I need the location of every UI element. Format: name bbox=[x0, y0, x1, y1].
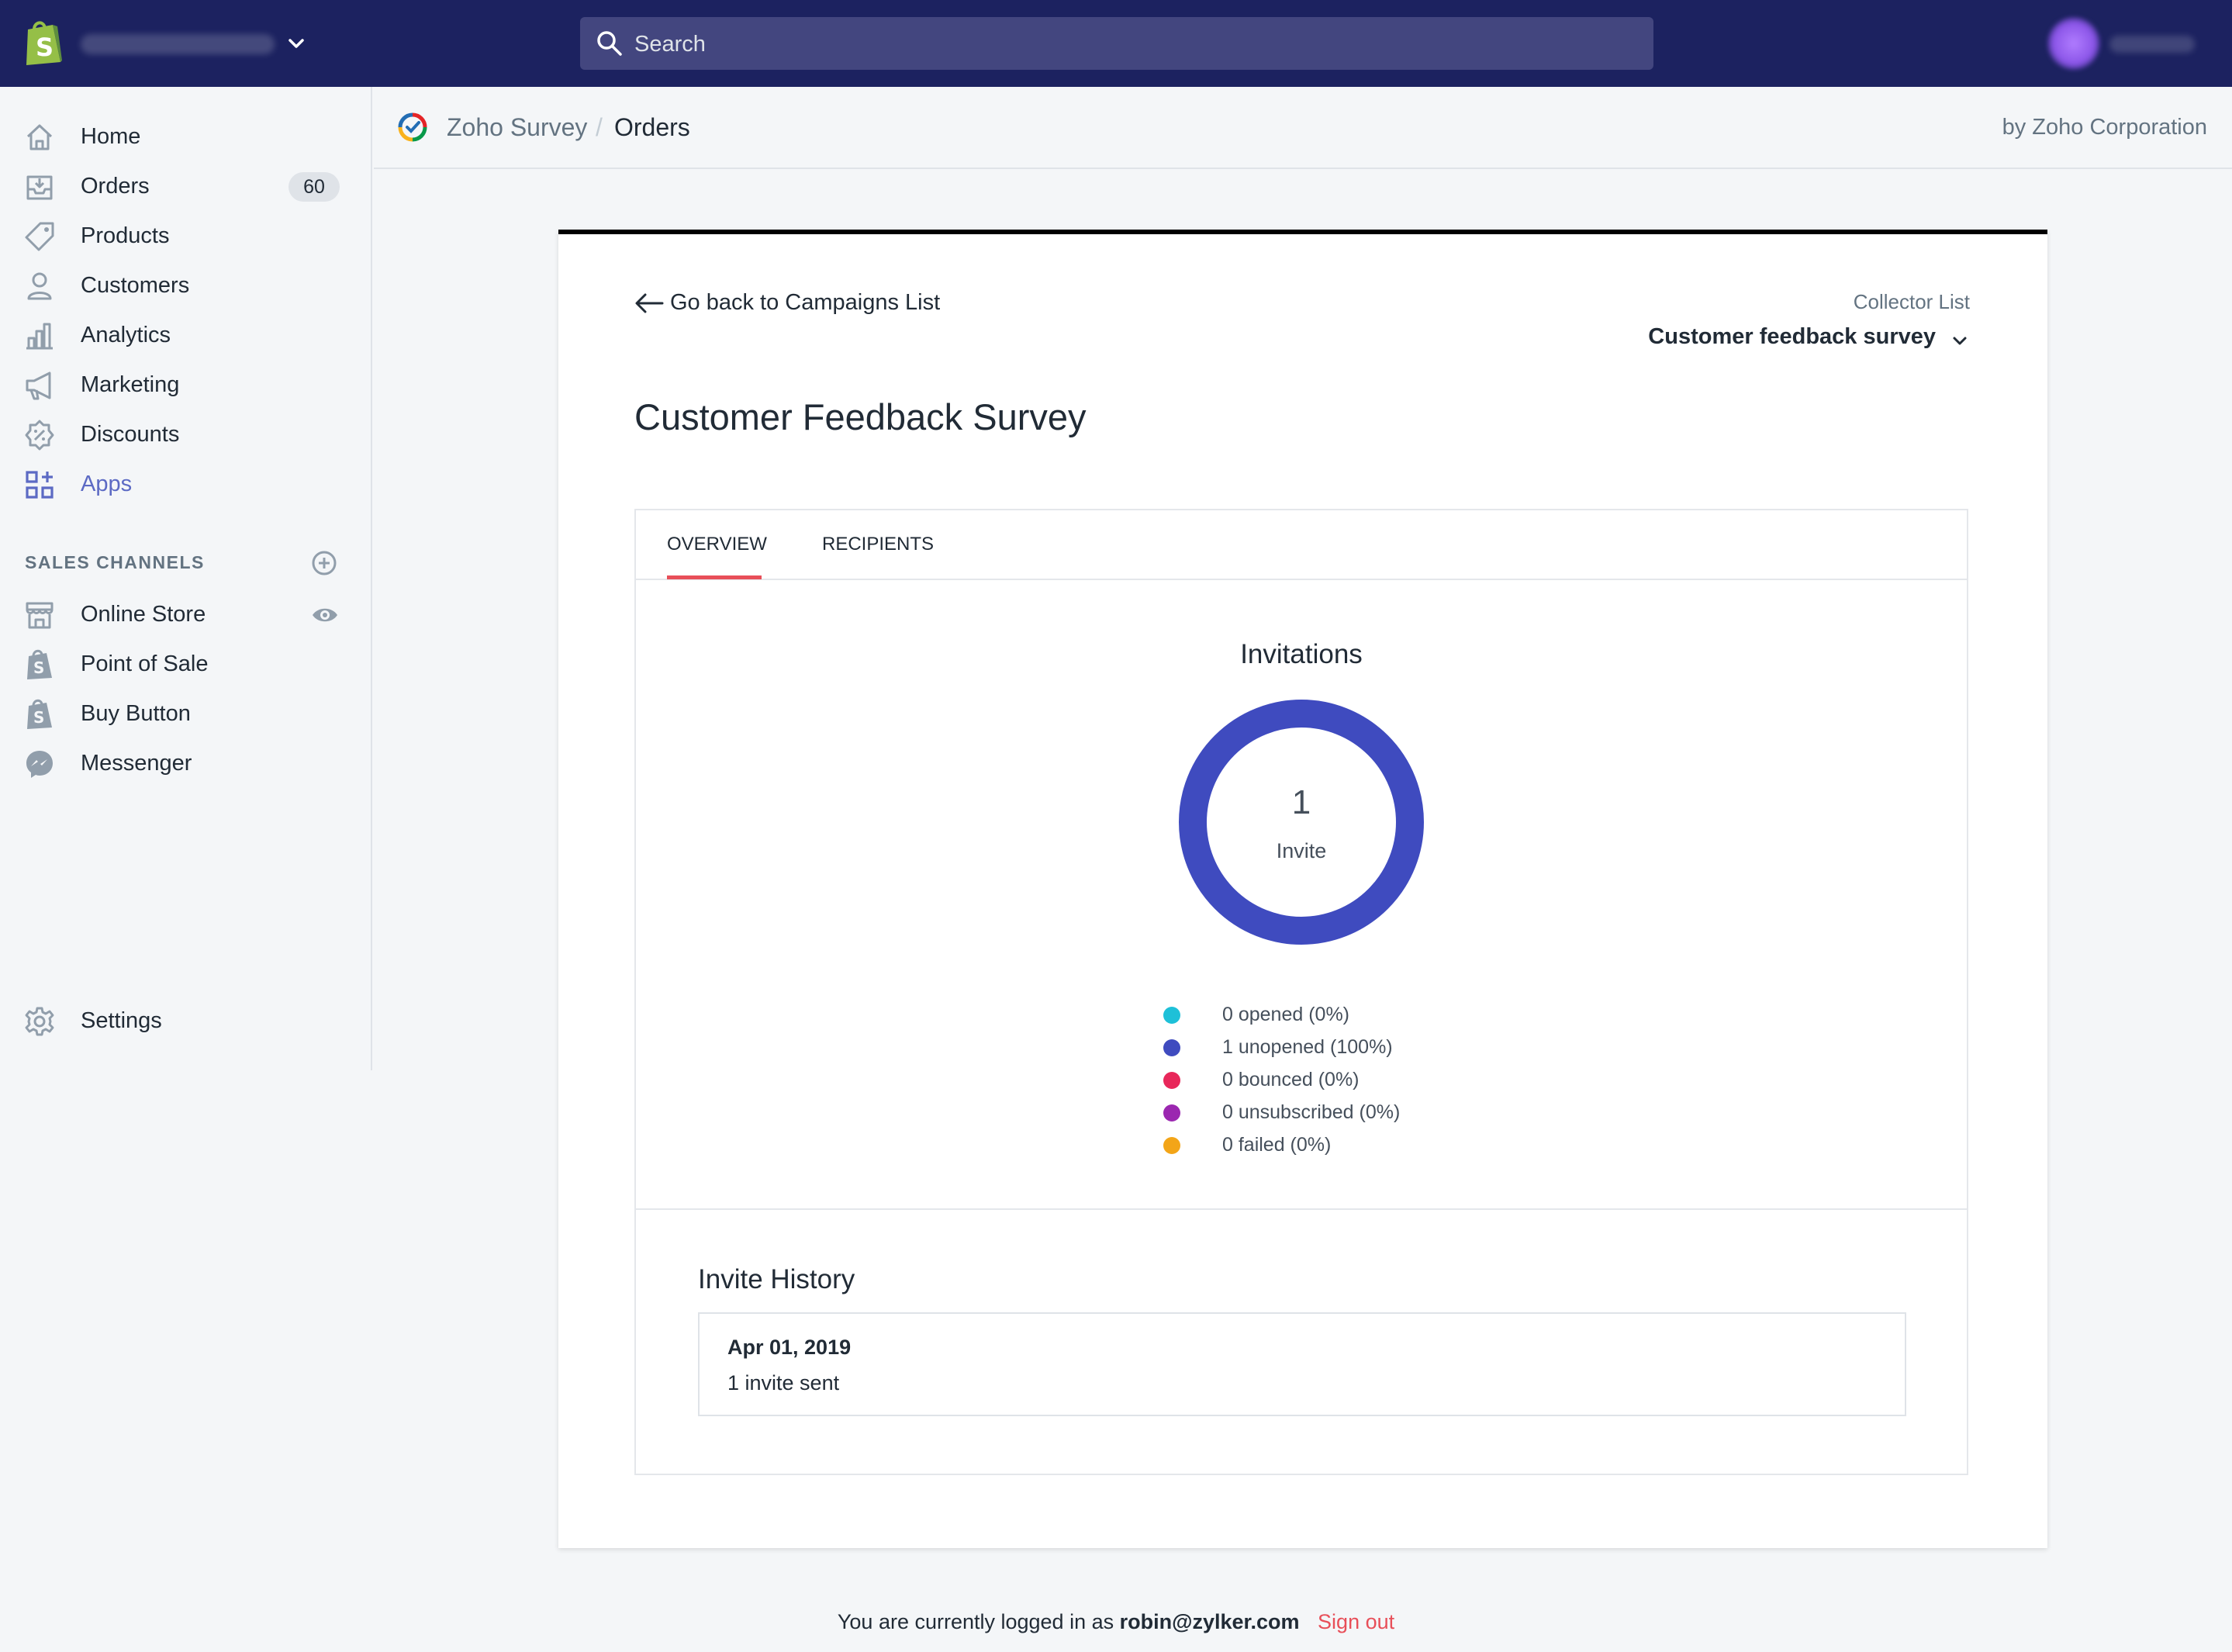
donut-ring bbox=[1179, 700, 1424, 945]
invitations-title: Invitations bbox=[1240, 639, 1363, 669]
login-email: robin@zylker.com bbox=[1119, 1610, 1300, 1633]
sidebar-item-online-store[interactable]: Online Store bbox=[0, 593, 372, 636]
sidebar-item-label: Home bbox=[81, 124, 141, 149]
shopify-logo-icon[interactable]: S bbox=[22, 19, 65, 67]
legend-text: 0 failed (0%) bbox=[1222, 1134, 1332, 1156]
legend-dot bbox=[1163, 1137, 1180, 1154]
avatar[interactable] bbox=[2047, 17, 2100, 70]
sidebar-item-home[interactable]: Home bbox=[0, 115, 372, 158]
zoho-survey-logo-icon bbox=[398, 112, 427, 142]
legend-text: 0 unsubscribed (0%) bbox=[1222, 1101, 1401, 1123]
sidebar-item-label: Discounts bbox=[81, 422, 180, 447]
orders-icon bbox=[26, 175, 53, 200]
sidebar-item-label: Online Store bbox=[81, 602, 206, 627]
top-bar: S Search bbox=[0, 0, 2232, 87]
orders-count-badge: 60 bbox=[289, 172, 340, 202]
megaphone-icon bbox=[26, 372, 51, 400]
sidebar-item-products[interactable]: Products bbox=[0, 214, 372, 257]
collector-list-dropdown[interactable]: Customer feedback survey bbox=[1644, 324, 1970, 355]
back-link-label: Go back to Campaigns List bbox=[670, 290, 941, 315]
sidebar-item-label: Settings bbox=[81, 1008, 162, 1033]
discount-icon bbox=[25, 420, 54, 451]
store-icon bbox=[26, 602, 54, 629]
legend-text: 0 bounced (0%) bbox=[1222, 1069, 1360, 1090]
arrow-left-icon bbox=[635, 293, 664, 313]
collector-selected-value: Customer feedback survey bbox=[1648, 324, 1936, 349]
campaign-card: Go back to Campaigns List Collector List… bbox=[558, 230, 2047, 1548]
home-icon bbox=[26, 124, 53, 150]
sidebar: Home Orders 60 Products Customers Analyt… bbox=[0, 87, 372, 1070]
invite-history-entry: Apr 01, 2019 1 invite sent bbox=[698, 1312, 1906, 1416]
breadcrumb-separator: / bbox=[596, 113, 603, 141]
shopify-bag-icon: S bbox=[27, 699, 52, 729]
sidebar-item-label: Buy Button bbox=[81, 701, 191, 726]
search-placeholder: Search bbox=[634, 32, 706, 57]
sidebar-item-marketing[interactable]: Marketing bbox=[0, 363, 372, 406]
bar-chart-icon bbox=[26, 323, 53, 350]
sidebar-item-analytics[interactable]: Analytics bbox=[0, 313, 372, 357]
breadcrumb-page: Orders bbox=[614, 113, 690, 141]
sidebar-item-messenger[interactable]: Messenger bbox=[0, 741, 372, 785]
apps-icon bbox=[26, 471, 54, 499]
sidebar-item-label: Analytics bbox=[81, 323, 171, 347]
sidebar-item-orders[interactable]: Orders 60 bbox=[0, 164, 372, 208]
user-name[interactable] bbox=[2109, 36, 2195, 53]
legend-dot bbox=[1163, 1072, 1180, 1089]
svg-text:S: S bbox=[36, 33, 54, 62]
search-icon bbox=[597, 31, 622, 56]
legend-dot bbox=[1163, 1007, 1180, 1024]
app-header: Zoho Survey / Orders by Zoho Corporation bbox=[374, 87, 2232, 169]
sidebar-item-point-of-sale[interactable]: S Point of Sale bbox=[0, 642, 372, 686]
tab-overview[interactable]: OVERVIEW bbox=[667, 534, 767, 555]
svg-text:S: S bbox=[33, 708, 44, 727]
section-divider bbox=[636, 1208, 1967, 1210]
sidebar-item-settings[interactable]: Settings bbox=[0, 999, 372, 1042]
campaign-panel: OVERVIEW RECIPIENTS Invitations 1 Invite… bbox=[634, 509, 1968, 1475]
invite-history-title: Invite History bbox=[698, 1264, 855, 1294]
tab-recipients[interactable]: RECIPIENTS bbox=[822, 534, 935, 555]
store-name[interactable] bbox=[81, 34, 275, 54]
sidebar-item-apps[interactable]: Apps bbox=[0, 462, 372, 506]
legend-text: 0 opened (0%) bbox=[1222, 1004, 1350, 1025]
tab-bar: OVERVIEW RECIPIENTS bbox=[636, 510, 1967, 580]
login-footer: You are currently logged in as robin@zyl… bbox=[0, 1610, 2232, 1634]
invite-total-label: Invite bbox=[1276, 839, 1327, 862]
history-date: Apr 01, 2019 bbox=[727, 1336, 852, 1359]
sidebar-item-label: Marketing bbox=[81, 372, 180, 397]
tag-icon bbox=[25, 222, 54, 251]
search-input[interactable]: Search bbox=[580, 17, 1653, 70]
sidebar-item-label: Customers bbox=[81, 273, 190, 298]
invitations-donut-chart bbox=[1179, 700, 1424, 945]
shopify-bag-icon: S bbox=[27, 649, 52, 679]
breadcrumb-app[interactable]: Zoho Survey bbox=[447, 113, 588, 141]
eye-icon[interactable] bbox=[310, 600, 340, 630]
sidebar-item-buy-button[interactable]: S Buy Button bbox=[0, 692, 372, 735]
active-tab-indicator bbox=[667, 575, 762, 579]
chevron-down-icon bbox=[1953, 337, 1967, 345]
history-count: 1 invite sent bbox=[727, 1371, 840, 1395]
sign-out-link[interactable]: Sign out bbox=[1318, 1610, 1395, 1633]
svg-text:S: S bbox=[33, 658, 44, 677]
legend-dot bbox=[1163, 1104, 1180, 1121]
sidebar-item-label: Point of Sale bbox=[81, 651, 209, 676]
legend-dot bbox=[1163, 1039, 1180, 1056]
gear-icon bbox=[25, 1007, 54, 1036]
legend-text: 1 unopened (100%) bbox=[1222, 1036, 1393, 1058]
sidebar-item-label: Products bbox=[81, 223, 170, 248]
messenger-icon bbox=[26, 751, 53, 778]
survey-title: Customer Feedback Survey bbox=[634, 396, 1087, 437]
person-icon bbox=[27, 272, 52, 300]
sidebar-item-customers[interactable]: Customers bbox=[0, 264, 372, 307]
sidebar-item-label: Apps bbox=[81, 472, 133, 496]
sales-channels-heading: SALES CHANNELS bbox=[25, 552, 205, 572]
invite-total: 1 bbox=[1291, 783, 1311, 821]
collector-list-label: Collector List bbox=[1853, 290, 1970, 313]
publisher-label: by Zoho Corporation bbox=[2002, 115, 2207, 140]
login-prefix: You are currently logged in as bbox=[837, 1610, 1114, 1633]
sidebar-item-discounts[interactable]: Discounts bbox=[0, 413, 372, 456]
sidebar-item-label: Orders bbox=[81, 174, 150, 199]
sidebar-item-label: Messenger bbox=[81, 751, 192, 776]
chevron-down-icon[interactable] bbox=[284, 31, 309, 56]
add-circle-icon[interactable] bbox=[310, 549, 338, 577]
